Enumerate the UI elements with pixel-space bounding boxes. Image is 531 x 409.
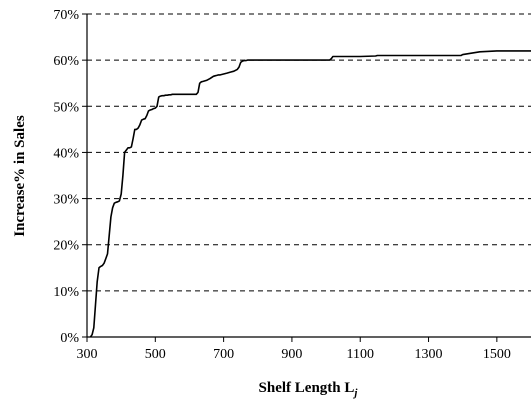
- y-tick-label: 70%: [53, 8, 79, 23]
- y-tick-label: 50%: [53, 100, 79, 115]
- x-axis-title-text: Shelf Length L: [259, 380, 355, 396]
- y-axis-title: Increase% in Sales: [12, 115, 28, 237]
- y-tick-label: 30%: [53, 193, 79, 208]
- x-axis-title: Shelf Length Lj: [259, 380, 359, 399]
- y-tick-label: 60%: [53, 54, 79, 69]
- x-tick-label: 1300: [415, 347, 443, 362]
- x-tick-label: 300: [77, 347, 98, 362]
- x-axis-title-subscript: j: [352, 387, 358, 399]
- x-tick-label: 1500: [483, 347, 511, 362]
- grid-lines: [87, 13, 531, 292]
- x-tick-label: 700: [213, 347, 234, 362]
- y-tick-label: 0%: [60, 331, 79, 346]
- y-tick-label: 40%: [53, 146, 79, 161]
- series: [89, 50, 531, 338]
- x-tick-label: 1100: [346, 347, 373, 362]
- axes: [82, 13, 531, 342]
- series-line: [89, 50, 531, 338]
- x-tick-label: 900: [281, 347, 302, 362]
- x-tick-label: 500: [145, 347, 166, 362]
- tick-labels: 0% 10% 20% 30% 40% 50% 60% 70% 300 500 700 900 1100 1…: [53, 8, 511, 362]
- y-tick-label: 20%: [53, 239, 79, 254]
- y-tick-label: 10%: [53, 285, 79, 300]
